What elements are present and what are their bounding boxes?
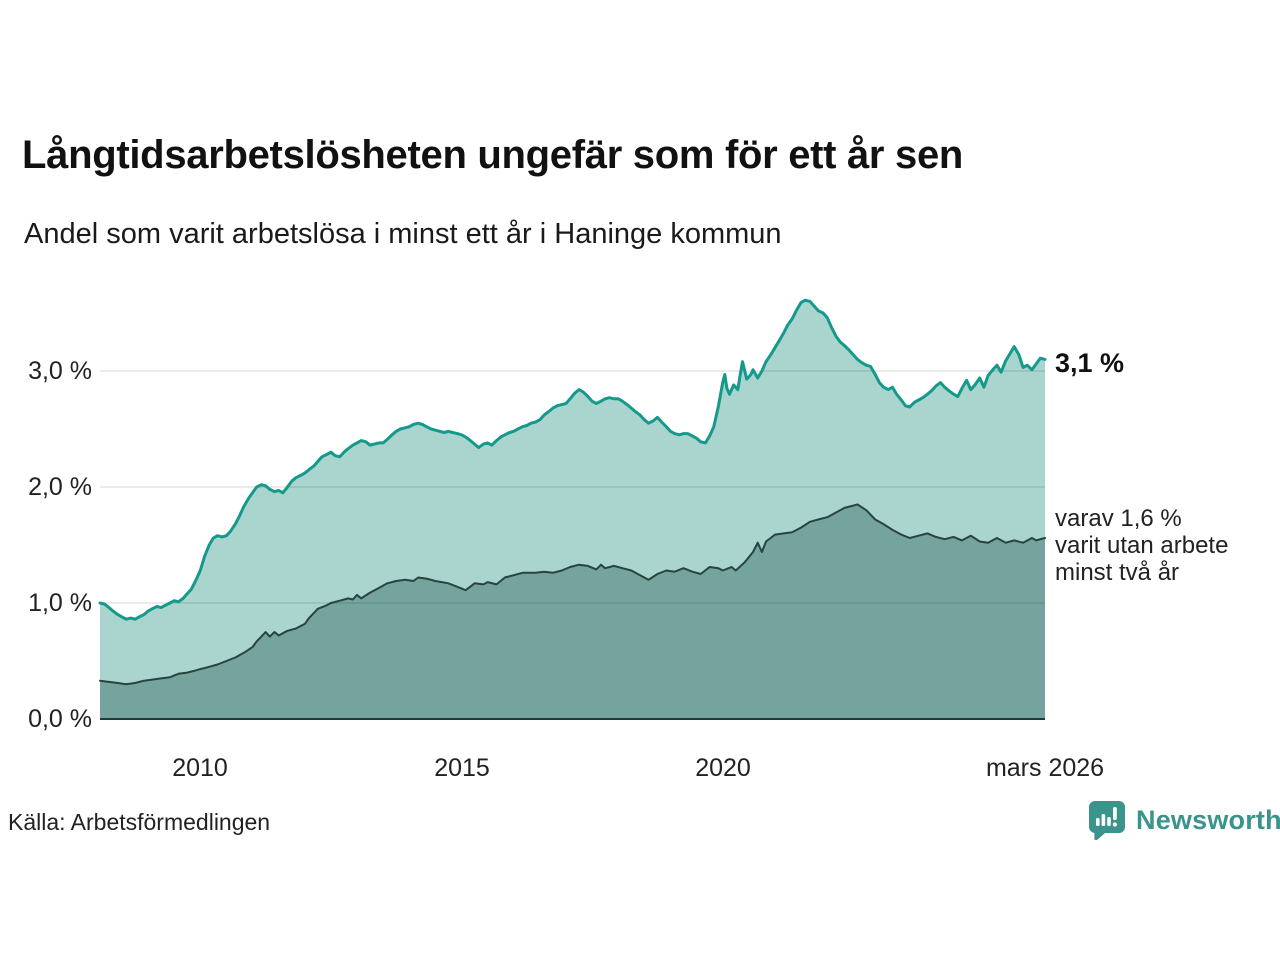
x-axis-tick-2015: 2015 bbox=[434, 754, 490, 782]
series-line bbox=[98, 298, 1047, 621]
annotation-line-3: minst två år bbox=[1055, 559, 1180, 586]
chart-subtitle: Andel som varit arbetslösa i minst ett å… bbox=[24, 218, 782, 250]
annotation-line-2: varit utan arbete bbox=[1055, 532, 1229, 559]
newsworthy-logo-icon bbox=[1088, 801, 1125, 840]
chart-title: Långtidsarbetslösheten ungefär som för e… bbox=[22, 133, 964, 177]
annotation-line-1: varav 1,6 % bbox=[1055, 505, 1182, 532]
newsworthy-logo: Newsworthy bbox=[1088, 800, 1280, 840]
y-axis-tick-2: 2,0 % bbox=[28, 473, 92, 501]
newsworthy-logo-text: Newsworthy bbox=[1136, 804, 1280, 835]
end-value-label: 3,1 % bbox=[1055, 348, 1125, 378]
secondary-series-annotation: varav 1,6 % varit utan arbete minst två … bbox=[1055, 505, 1228, 586]
x-axis-tick-mars-2026: mars 2026 bbox=[985, 754, 1105, 782]
x-axis-tick-2020: 2020 bbox=[695, 754, 751, 782]
area-fill bbox=[100, 504, 1045, 719]
area-fill bbox=[100, 300, 1045, 719]
y-axis-tick-1: 1,0 % bbox=[28, 589, 92, 617]
x-axis-tick-2010: 2010 bbox=[172, 754, 228, 782]
y-axis-tick-3: 3,0 % bbox=[28, 357, 92, 385]
source-attribution: Källa: Arbetsförmedlingen bbox=[8, 809, 271, 835]
series-line bbox=[99, 503, 1046, 686]
y-axis-tick-0: 0,0 % bbox=[28, 705, 92, 733]
